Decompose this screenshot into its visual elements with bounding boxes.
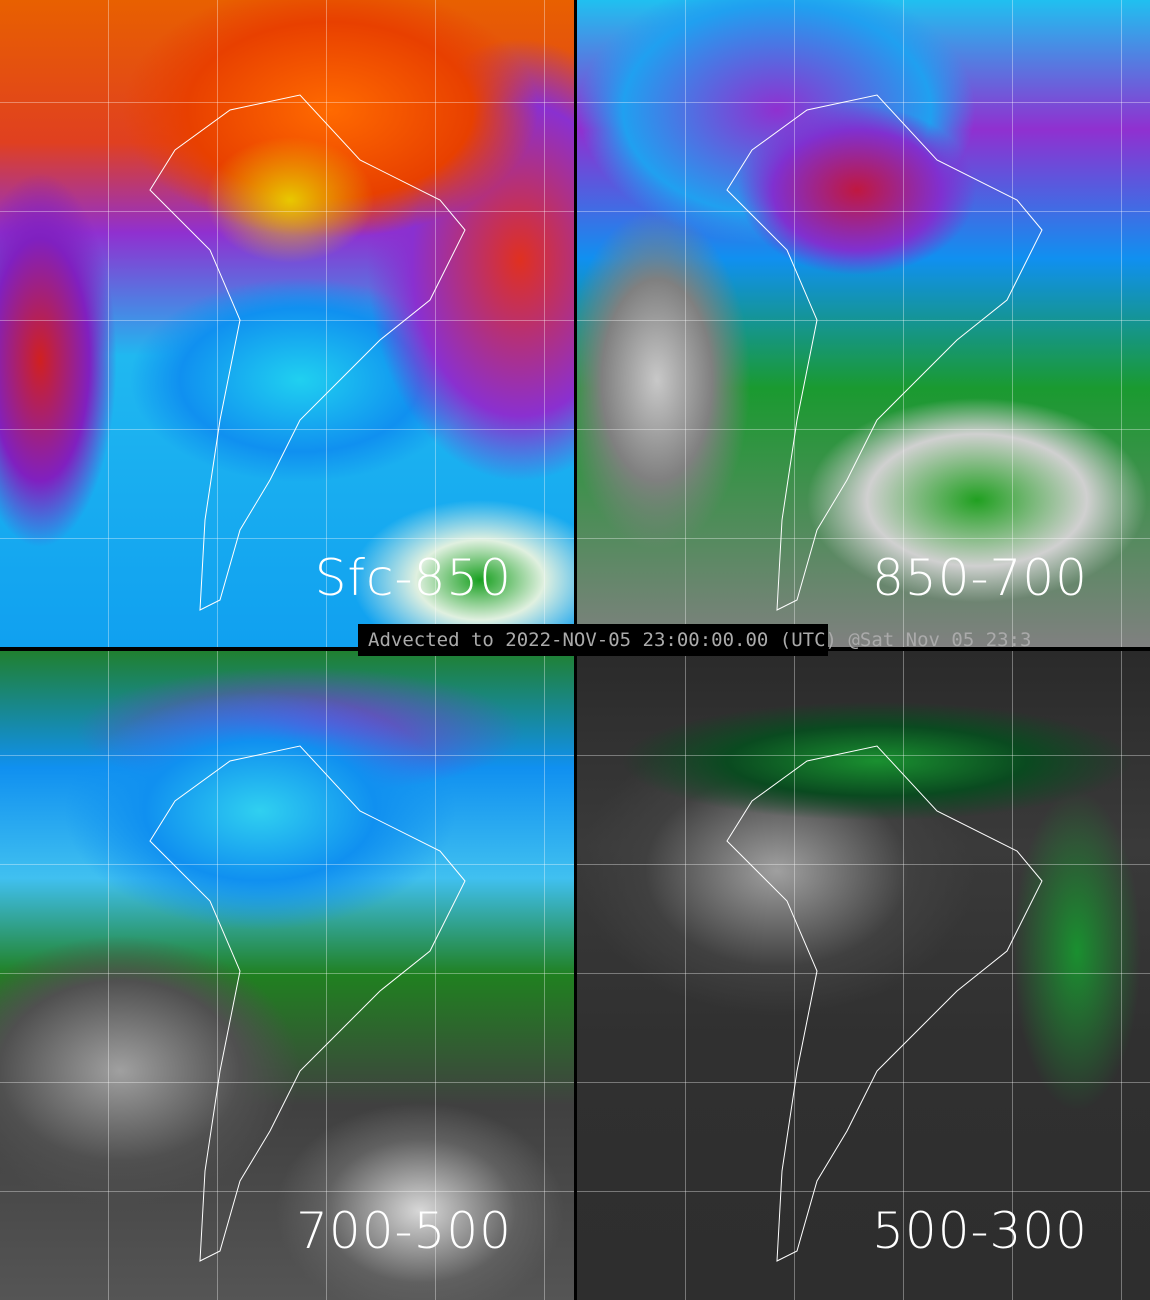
panel-label: 500-300 — [872, 1202, 1088, 1260]
panel-sfc-850: Sfc-850 — [0, 0, 574, 647]
coastline — [726, 94, 1043, 611]
panel-label: 850-700 — [872, 549, 1088, 607]
lat-lon-grid — [0, 0, 574, 647]
panel-label: Sfc-850 — [314, 549, 512, 607]
lat-lon-grid — [577, 651, 1150, 1300]
lat-lon-grid — [577, 0, 1150, 647]
panel-850-700: 850-700 — [577, 0, 1150, 647]
coastline — [149, 94, 466, 611]
timestamp-text: Advected to 2022-NOV-05 23:00:00.00 (UTC… — [368, 629, 1032, 651]
lat-lon-grid — [0, 651, 574, 1300]
coastline — [149, 745, 466, 1262]
timestamp-background — [358, 624, 828, 656]
panel-label: 700-500 — [296, 1202, 512, 1260]
panel-500-300: 500-300 — [577, 651, 1150, 1300]
panel-700-500: 700-500 — [0, 651, 574, 1300]
coastline — [726, 745, 1043, 1262]
